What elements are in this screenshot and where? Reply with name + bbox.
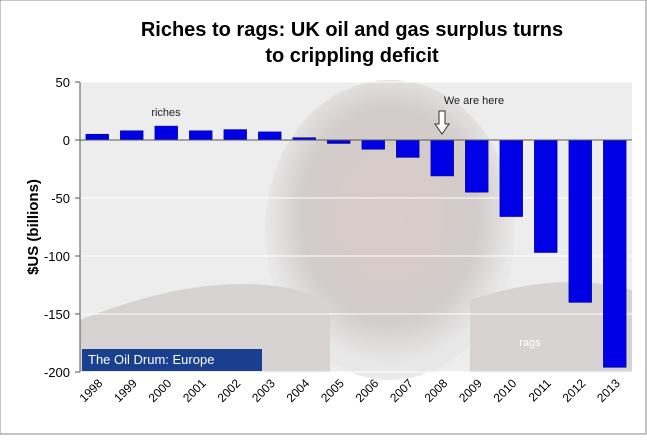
arrow bbox=[434, 110, 450, 135]
y-axis-label: $US (billions) bbox=[25, 179, 42, 275]
bar bbox=[327, 139, 351, 144]
annotation: riches bbox=[151, 107, 181, 119]
chart-title: to crippling deficit bbox=[265, 45, 439, 67]
bar bbox=[223, 129, 247, 141]
chart-title: Riches to rags: UK oil and gas surplus t… bbox=[141, 19, 563, 41]
y-tick-label: 0 bbox=[63, 133, 70, 148]
y-tick-label: -150 bbox=[44, 307, 70, 322]
y-tick-label: -100 bbox=[44, 249, 70, 264]
bar bbox=[120, 130, 144, 141]
background-photo bbox=[470, 282, 632, 372]
bar bbox=[85, 133, 109, 141]
bar bbox=[430, 139, 454, 177]
logo-text: The Oil Drum: Europe bbox=[88, 352, 214, 367]
bar bbox=[603, 139, 627, 368]
bar bbox=[154, 125, 178, 141]
bar bbox=[499, 139, 523, 217]
y-tick-label: 50 bbox=[56, 75, 70, 90]
y-tick-label: -200 bbox=[44, 365, 70, 380]
bar bbox=[396, 139, 420, 158]
logo-box bbox=[82, 349, 262, 371]
bar bbox=[258, 131, 282, 141]
annotation: rags bbox=[519, 337, 541, 349]
bar bbox=[465, 139, 489, 193]
bar bbox=[568, 139, 592, 303]
y-tick-label: -50 bbox=[51, 191, 70, 206]
bar bbox=[361, 139, 385, 150]
annotation: We are here bbox=[444, 95, 504, 107]
bar bbox=[534, 139, 558, 253]
bar bbox=[189, 130, 213, 141]
